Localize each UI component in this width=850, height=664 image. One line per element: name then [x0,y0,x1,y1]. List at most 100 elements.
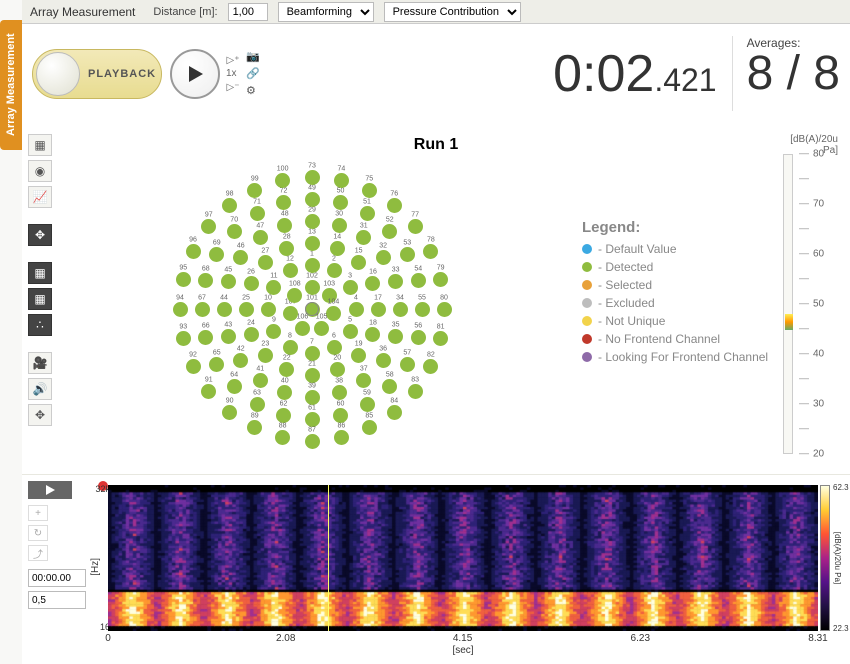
spec-export-icon[interactable]: ⤴ [28,545,48,561]
tool-grid2-icon[interactable]: ▦ [28,288,52,310]
mic-node[interactable] [258,255,273,270]
mic-node[interactable] [423,359,438,374]
mic-node[interactable] [195,302,210,317]
camera-icon[interactable]: 📷 [246,50,260,63]
mic-node[interactable] [287,288,302,303]
playback-toggle[interactable]: PLAYBACK [32,49,162,99]
mic-node[interactable] [176,272,191,287]
spec-loop-icon[interactable]: ↻ [28,525,48,541]
mic-node[interactable] [376,250,391,265]
mic-node[interactable] [305,192,320,207]
tool-scatter-icon[interactable]: ∴ [28,314,52,336]
mic-node[interactable] [198,273,213,288]
mic-node[interactable] [222,405,237,420]
mic-node[interactable] [400,247,415,262]
sidebar-tab-array[interactable]: Array Measurement [0,20,22,150]
mic-node[interactable] [283,306,298,321]
mic-node[interactable] [239,302,254,317]
distance-input[interactable] [228,3,268,21]
db-indicator[interactable] [785,314,793,330]
mic-node[interactable] [217,302,232,317]
contrib-select[interactable]: Pressure Contribution [384,2,521,22]
spec-cursor-icon[interactable]: + [28,505,48,521]
mic-node[interactable] [305,258,320,273]
mic-node[interactable] [393,302,408,317]
mic-node[interactable] [408,384,423,399]
mic-node[interactable] [334,430,349,445]
speed-down-icon[interactable]: ▷⁻ [226,81,240,93]
mic-node[interactable] [326,306,341,321]
mic-node[interactable] [305,170,320,185]
mic-node[interactable] [365,276,380,291]
mic-node[interactable] [382,224,397,239]
tool-grid1-icon[interactable]: ▦ [28,262,52,284]
mic-node[interactable] [222,198,237,213]
spec-overlap-input[interactable] [28,591,86,609]
mic-node[interactable] [356,373,371,388]
mic-node[interactable] [332,218,347,233]
mic-node[interactable] [244,276,259,291]
spectrogram-view[interactable] [108,485,818,631]
mic-node[interactable] [360,397,375,412]
mic-node[interactable] [314,321,329,336]
mic-node[interactable] [330,362,345,377]
mic-node[interactable] [305,236,320,251]
mic-node[interactable] [198,330,213,345]
mic-node[interactable] [305,368,320,383]
link-icon[interactable]: 🔗 [246,67,260,80]
mic-node[interactable] [305,214,320,229]
mic-node[interactable] [333,408,348,423]
mic-node[interactable] [343,280,358,295]
mic-node[interactable] [247,420,262,435]
mic-node[interactable] [376,353,391,368]
mic-node[interactable] [411,273,426,288]
mic-node[interactable] [201,384,216,399]
mic-node[interactable] [277,385,292,400]
tool-speaker-icon[interactable]: 🔊 [28,378,52,400]
mic-node[interactable] [388,329,403,344]
mic-node[interactable] [258,348,273,363]
mic-node[interactable] [305,280,320,295]
speed-up-icon[interactable]: ▷⁺ [226,54,240,66]
mic-node[interactable] [186,244,201,259]
mic-node[interactable] [327,263,342,278]
mic-node[interactable] [415,302,430,317]
mic-node[interactable] [244,327,259,342]
mic-node[interactable] [261,302,276,317]
mic-node[interactable] [408,219,423,234]
db-scale[interactable]: [dB(A)/20u Pa] 80706050403020 [783,134,838,454]
tool-video-icon[interactable]: 🎥 [28,352,52,374]
mic-node[interactable] [221,274,236,289]
mic-node[interactable] [371,302,386,317]
mic-node[interactable] [305,434,320,449]
mic-node[interactable] [250,397,265,412]
mic-node[interactable] [327,340,342,355]
mic-node[interactable] [333,195,348,210]
spec-play-button[interactable] [28,481,72,499]
mic-node[interactable] [334,173,349,188]
mic-node[interactable] [305,390,320,405]
mic-node[interactable] [276,195,291,210]
mic-node[interactable] [227,379,242,394]
mic-node[interactable] [275,173,290,188]
mic-node[interactable] [227,224,242,239]
mic-node[interactable] [221,329,236,344]
tool-chart-icon[interactable]: 📈 [28,186,52,208]
db-track[interactable] [783,154,793,454]
mic-node[interactable] [283,340,298,355]
mode-select[interactable]: Beamforming [278,2,374,22]
mic-node[interactable] [209,357,224,372]
mic-node[interactable] [275,430,290,445]
spec-time-input[interactable] [28,569,86,587]
play-button[interactable] [170,49,220,99]
mic-node[interactable] [247,183,262,198]
mic-node[interactable] [279,362,294,377]
gear-icon[interactable]: ⚙ [246,84,260,97]
mic-node[interactable] [176,331,191,346]
mic-node[interactable] [362,183,377,198]
mic-node[interactable] [253,230,268,245]
mic-node[interactable] [365,327,380,342]
mic-node[interactable] [349,302,364,317]
mic-node[interactable] [322,288,337,303]
mic-node[interactable] [400,357,415,372]
